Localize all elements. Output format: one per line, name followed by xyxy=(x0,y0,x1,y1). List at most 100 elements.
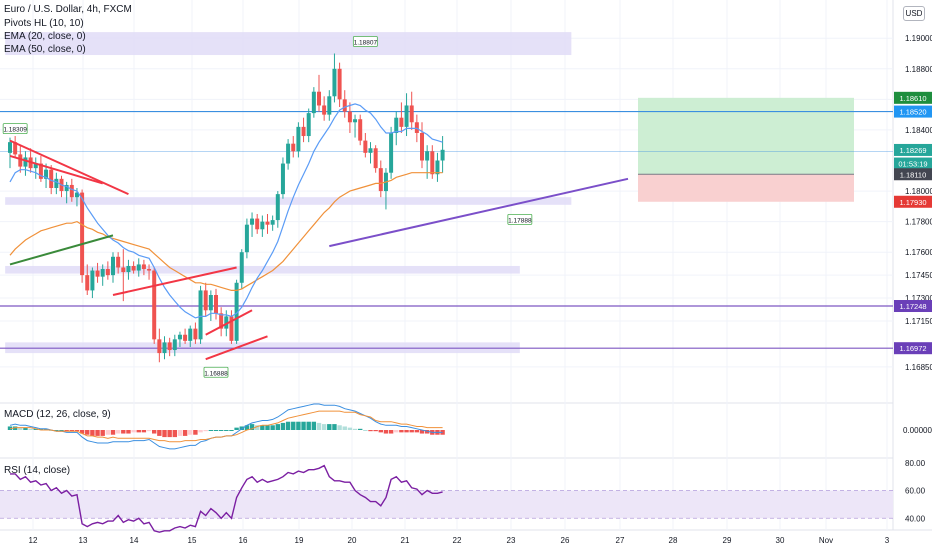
time-tick-label: 13 xyxy=(79,536,88,545)
macd-histogram-bar xyxy=(291,422,295,430)
macd-histogram-bar xyxy=(214,430,218,431)
macd-histogram-bar xyxy=(343,426,347,430)
candle-body xyxy=(291,144,295,152)
macd-histogram-bar xyxy=(307,422,311,430)
macd-histogram-bar xyxy=(167,430,171,437)
candle-body xyxy=(363,141,367,153)
long-position-tool[interactable] xyxy=(638,98,854,202)
pivot-label: 1.16888 xyxy=(204,370,228,377)
price-tick-label: 1.17450 xyxy=(905,271,932,280)
candle-body xyxy=(142,264,146,269)
time-tick-label: 27 xyxy=(616,536,625,545)
candle-body xyxy=(106,269,110,275)
time-tick-label: 19 xyxy=(295,536,304,545)
candle-body xyxy=(245,225,249,253)
candle-body xyxy=(23,157,27,166)
indicator-pivots-legend[interactable]: Pivots HL (10, 10) xyxy=(4,18,84,29)
candle-body xyxy=(338,69,342,100)
candle-body xyxy=(389,133,393,173)
macd-histogram-bar xyxy=(121,430,125,434)
candle-body xyxy=(90,271,94,291)
time-tick-label: 29 xyxy=(723,536,732,545)
candle-body xyxy=(80,193,84,276)
macd-histogram-bar xyxy=(162,430,166,437)
macd-histogram-bar xyxy=(193,430,197,435)
symbol-title: Euro / U.S. Dollar, 4h, FXCM xyxy=(4,4,132,15)
macd-histogram-bar xyxy=(373,430,377,431)
candle-body xyxy=(281,164,285,195)
time-tick-label: 21 xyxy=(401,536,410,545)
candle-body xyxy=(260,222,264,230)
macd-histogram-bar xyxy=(399,430,403,432)
price-label: 1.18269 xyxy=(899,146,926,155)
candle-body xyxy=(111,257,115,275)
candle-body xyxy=(137,264,141,270)
macd-histogram-bar xyxy=(137,430,141,432)
macd-histogram-bar xyxy=(147,430,151,431)
candle-body xyxy=(240,252,244,283)
candle-body xyxy=(327,96,331,114)
macd-histogram-bar xyxy=(101,430,105,436)
time-tick-label: 15 xyxy=(188,536,197,545)
candle-body xyxy=(49,170,53,188)
time-tick-label: 26 xyxy=(561,536,570,545)
macd-histogram-bar xyxy=(301,422,305,430)
time-tick-label: 14 xyxy=(130,536,139,545)
rsi-legend[interactable]: RSI (14, close) xyxy=(4,465,70,476)
rsi-band xyxy=(0,491,893,519)
candle-body xyxy=(101,269,105,277)
candle-body xyxy=(188,329,192,341)
price-tick-label: 1.18000 xyxy=(905,187,932,196)
indicator-ema50-legend[interactable]: EMA (50, close, 0) xyxy=(4,44,86,55)
macd-histogram-bar xyxy=(95,430,99,436)
candle-body xyxy=(173,339,177,350)
pivot-label: 1.17888 xyxy=(508,217,532,224)
candle-body xyxy=(430,151,434,174)
candle-body xyxy=(96,271,100,277)
macd-histogram-bar xyxy=(379,430,383,432)
macd-histogram-bar xyxy=(131,430,135,432)
macd-histogram-bar xyxy=(173,430,177,437)
candle-body xyxy=(214,295,218,313)
macd-histogram-bar xyxy=(276,424,280,430)
price-tick-label: 1.18800 xyxy=(905,65,932,74)
candle-body xyxy=(286,144,290,164)
candle-body xyxy=(266,222,270,225)
candle-body xyxy=(322,105,326,114)
macd-histogram-bar xyxy=(157,430,161,436)
candle-body xyxy=(168,342,172,350)
candle-body xyxy=(348,112,352,123)
macd-histogram-bar xyxy=(28,429,32,430)
time-tick-label: 30 xyxy=(776,536,785,545)
candle-body xyxy=(271,220,275,225)
macd-histogram-bar xyxy=(353,429,357,430)
candle-body xyxy=(126,266,130,272)
time-tick-label: 3 xyxy=(885,536,890,545)
pivot-label: 1.18807 xyxy=(354,39,378,46)
candle-body xyxy=(116,257,120,268)
price-tick-label: 1.17600 xyxy=(905,248,932,257)
macd-histogram-bar xyxy=(415,430,419,432)
macd-histogram-bar xyxy=(410,430,414,432)
candle-body xyxy=(132,266,136,271)
candle-body xyxy=(405,105,409,126)
candle-body xyxy=(358,119,362,140)
target-zone xyxy=(638,98,854,174)
candle-body xyxy=(152,271,156,340)
currency-button[interactable]: USD xyxy=(903,6,925,21)
macd-tick-label: 0.00000 xyxy=(903,426,932,435)
rsi-tick-label: 80.00 xyxy=(905,459,926,468)
price-label: 01:53:19 xyxy=(898,160,927,169)
rsi-tick-label: 40.00 xyxy=(905,514,926,523)
macd-histogram-bar xyxy=(152,430,156,434)
price-tick-label: 1.17800 xyxy=(905,218,932,227)
macd-histogram-bar xyxy=(209,430,213,431)
macd-histogram-bar xyxy=(111,430,115,435)
macd-legend[interactable]: MACD (12, 26, close, 9) xyxy=(4,409,111,420)
candle-body xyxy=(18,154,22,166)
macd-histogram-bar xyxy=(404,430,408,432)
indicator-ema20-legend[interactable]: EMA (20, close, 0) xyxy=(4,31,86,42)
price-tick-label: 1.16850 xyxy=(905,363,932,372)
price-label: 1.17248 xyxy=(899,302,926,311)
